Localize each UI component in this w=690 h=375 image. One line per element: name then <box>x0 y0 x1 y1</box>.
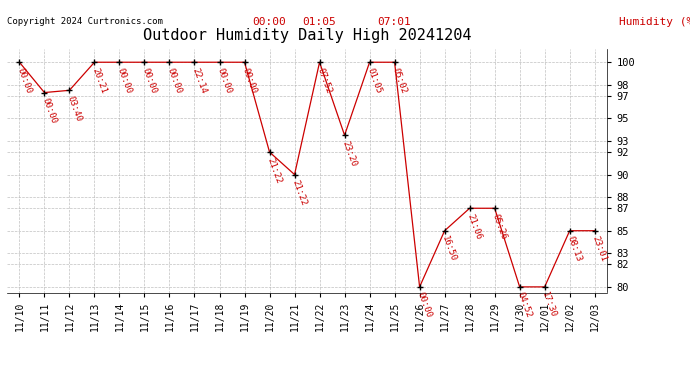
Text: 00:00: 00:00 <box>15 66 32 95</box>
Text: 05:26: 05:26 <box>491 212 508 241</box>
Text: 03:40: 03:40 <box>65 94 83 123</box>
Text: 04:52: 04:52 <box>515 291 533 320</box>
Text: 00:00: 00:00 <box>115 66 132 95</box>
Title: Outdoor Humidity Daily High 20241204: Outdoor Humidity Daily High 20241204 <box>143 28 471 44</box>
Text: 05:02: 05:02 <box>391 66 408 95</box>
Text: 21:22: 21:22 <box>265 156 283 184</box>
Text: 23:20: 23:20 <box>340 140 358 168</box>
Text: 17:30: 17:30 <box>540 291 558 320</box>
Text: 08:13: 08:13 <box>565 235 583 263</box>
Text: 21:06: 21:06 <box>465 212 483 241</box>
Text: 07:01: 07:01 <box>377 17 411 27</box>
Text: 00:00: 00:00 <box>165 66 183 95</box>
Text: 00:00: 00:00 <box>253 17 286 27</box>
Text: 20:21: 20:21 <box>90 66 108 95</box>
Text: Humidity (%): Humidity (%) <box>619 17 690 27</box>
Text: Copyright 2024 Curtronics.com: Copyright 2024 Curtronics.com <box>7 17 163 26</box>
Text: 22:14: 22:14 <box>190 66 208 95</box>
Text: 00:00: 00:00 <box>40 97 58 125</box>
Text: 00:00: 00:00 <box>415 291 433 320</box>
Text: 01:05: 01:05 <box>365 66 383 95</box>
Text: 00:00: 00:00 <box>240 66 258 95</box>
Text: 21:22: 21:22 <box>290 179 308 207</box>
Text: 01:05: 01:05 <box>303 17 337 27</box>
Text: 00:00: 00:00 <box>140 66 158 95</box>
Text: 23:01: 23:01 <box>591 235 608 263</box>
Text: 07:52: 07:52 <box>315 66 333 95</box>
Text: 16:50: 16:50 <box>440 235 458 263</box>
Text: 00:00: 00:00 <box>215 66 233 95</box>
